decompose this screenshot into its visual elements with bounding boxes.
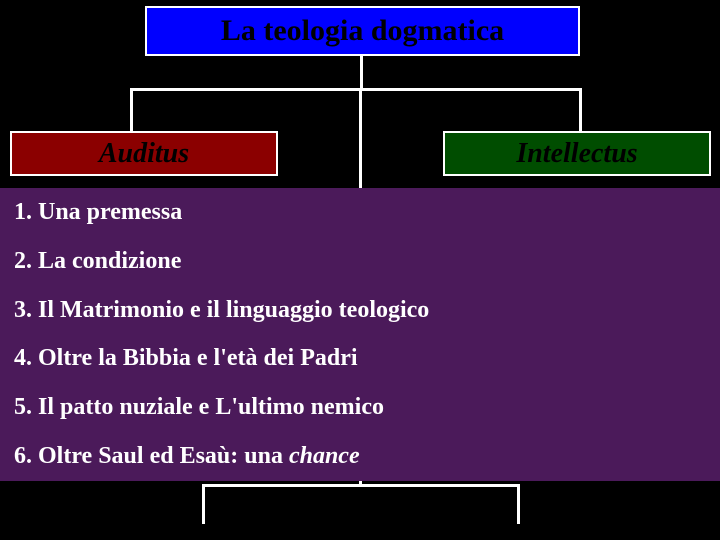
connector-cross-left [202, 484, 205, 524]
list-item: 2. La condizione [0, 240, 720, 283]
list-item: 6. Oltre Saul ed Esaù: una chance [0, 435, 720, 478]
list-item-text: 6. Oltre Saul ed Esaù: una [14, 443, 289, 469]
connector-left-drop [130, 88, 133, 131]
connector-right-drop [579, 88, 582, 131]
list-item: 5. Il patto nuziale e L'ultimo nemico [0, 386, 720, 429]
connector-main-stem [360, 56, 363, 88]
list-item: 4. Oltre la Bibbia e l'età dei Padri [0, 337, 720, 380]
child-label-intellectus: Intellectus [516, 138, 637, 170]
child-label-auditus: Auditus [99, 138, 189, 170]
list-item: 3. Il Matrimonio e il linguaggio teologi… [0, 289, 720, 332]
list-item-italic-tail: chance [289, 443, 360, 469]
child-box-intellectus: Intellectus [443, 131, 711, 176]
content-panel: 1. Una premessa 2. La condizione 3. Il Mat… [0, 188, 720, 481]
connector-cross-bar [202, 484, 520, 487]
diagram-title-box: La teologia dogmatica [145, 6, 580, 56]
connector-horiz-bar [130, 88, 582, 91]
connector-cross-right [517, 484, 520, 524]
list-item: 1. Una premessa [0, 191, 720, 234]
diagram-title-label: La teologia dogmatica [221, 14, 504, 48]
child-box-auditus: Auditus [10, 131, 278, 176]
